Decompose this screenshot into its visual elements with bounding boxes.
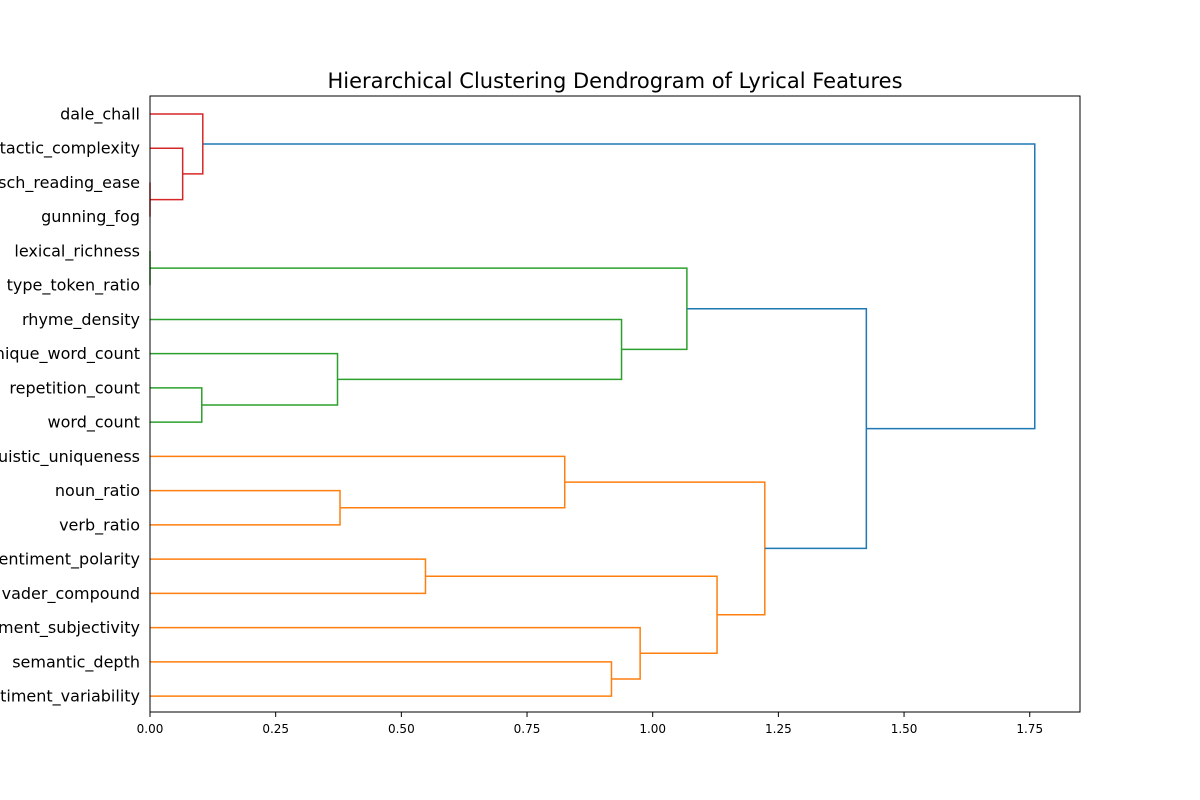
leaf-label-vader-compound: vader_compound [2,584,140,604]
x-tick-label: 0.50 [388,722,415,736]
dendrogram-link-11 [150,661,613,697]
leaf-label-type-token-ratio: type_token_ratio [7,276,140,296]
leaf-label-gunning-fog: gunning_fog [41,207,140,227]
dendrogram-link-7 [150,267,688,351]
dendrogram-link-8 [150,489,341,526]
dendrogram-link-6 [150,318,623,381]
leaf-label-unique-word-count: unique_word_count [0,344,140,364]
leaf-label-noun-ratio: noun_ratio [55,481,140,501]
x-tick-label: 0.00 [137,722,164,736]
x-tick-label: 1.75 [1016,722,1043,736]
dendrogram-link-2 [150,113,204,175]
leaf-label-verb-ratio: verb_ratio [59,515,140,535]
plot-frame [149,95,1081,713]
leaf-label-dale-chall: dale_chall [60,105,140,125]
dendrogram-link-16 [202,143,1036,430]
leaf-label-repetition-count: repetition_count [9,378,140,398]
x-tick-label: 1.25 [765,722,792,736]
dendrogram-link-4 [150,387,203,423]
leaf-label-syntactic-complexity: syntactic_complexity [0,139,140,159]
x-tick-label: 1.00 [639,722,666,736]
dendrogram-links [149,113,1036,697]
x-tick-label: 0.25 [262,722,289,736]
x-tick-label: 0.75 [514,722,541,736]
dendrogram-link-13 [425,575,718,655]
leaf-label-word-count: word_count [48,413,140,433]
dendrogram-link-14 [564,481,766,616]
dendrogram-link-1 [150,147,184,201]
leaf-label-semantic-depth: semantic_depth [12,652,140,672]
leaf-label-linguistic-uniqueness: linguistic_uniqueness [0,447,140,467]
leaf-label-sentiment-variability: sentiment_variability [0,687,140,707]
leaf-label-sentiment-polarity: sentiment_polarity [0,550,140,570]
leaf-label-rhyme-density: rhyme_density [22,310,140,330]
dendrogram-link-9 [150,455,566,509]
dendrogram-link-15 [686,307,868,550]
dendrogram-link-10 [150,558,427,595]
x-axis: 0.00 0.25 0.50 0.75 1.00 1.25 1.50 1.75 [137,712,1043,736]
leaf-labels: dale_chall syntactic_complexity flesch_rea… [0,105,140,707]
leaf-label-flesch-reading-ease: flesch_reading_ease [0,173,140,193]
leaf-label-lexical-richness: lexical_richness [14,241,140,261]
x-tick-label: 1.50 [891,722,918,736]
dendrogram-link-12 [150,626,641,680]
chart-title: Hierarchical Clustering Dendrogram of Ly… [327,69,902,93]
leaf-label-sentiment-subjectivity: sentiment_subjectivity [0,618,140,638]
dendrogram-link-5 [150,352,339,406]
